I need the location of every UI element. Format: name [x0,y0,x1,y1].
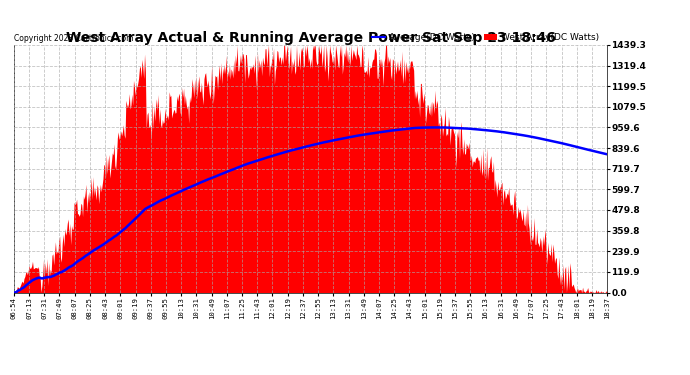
Text: Copyright 2023 Cartronics.com: Copyright 2023 Cartronics.com [14,33,133,42]
Legend: Average(DC Watts), West Array(DC Watts): Average(DC Watts), West Array(DC Watts) [368,30,602,46]
Title: West Array Actual & Running Average Power Sat Sep 23 18:46: West Array Actual & Running Average Powe… [66,31,555,45]
